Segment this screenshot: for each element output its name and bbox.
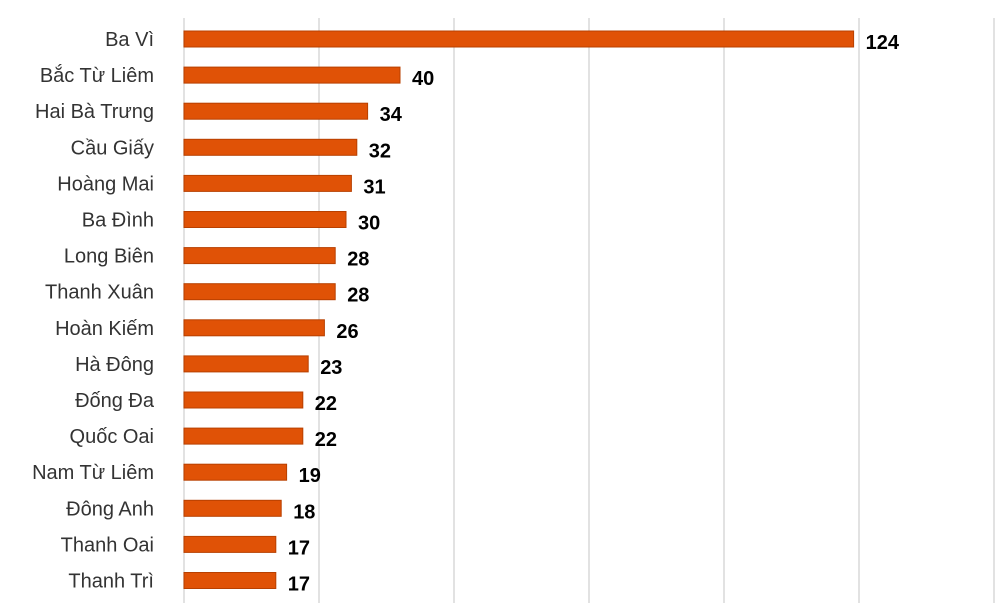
bar — [183, 572, 277, 589]
category-label: Hà Đông — [75, 354, 154, 376]
data-label: 19 — [299, 465, 321, 487]
bar — [183, 535, 277, 553]
bar — [183, 391, 304, 409]
data-label: 124 — [866, 32, 900, 54]
bar — [183, 66, 401, 84]
category-label: Thanh Oai — [61, 534, 154, 556]
category-label: Thanh Xuân — [45, 282, 154, 304]
category-label: Đống Đa — [75, 390, 155, 412]
bar — [183, 211, 347, 228]
data-label: 28 — [347, 285, 369, 307]
data-label: 17 — [288, 537, 310, 559]
data-label: 30 — [358, 213, 380, 235]
category-label: Ba Đình — [82, 210, 154, 232]
category-label: Quốc Oai — [70, 426, 154, 448]
bar — [183, 355, 309, 373]
bar — [183, 102, 369, 120]
category-label: Hoàn Kiếm — [55, 318, 154, 340]
bar — [183, 463, 288, 481]
category-label: Ba Vì — [105, 29, 154, 51]
bar — [183, 427, 304, 445]
bar — [183, 247, 336, 265]
data-label: 28 — [347, 249, 369, 271]
bar — [183, 319, 325, 337]
value-labels: 124 40 34 32 31 30 28 28 26 23 22 22 19 18 17 17 — [288, 32, 900, 596]
data-label: 31 — [363, 176, 385, 198]
data-label: 40 — [412, 68, 434, 90]
data-label: 23 — [320, 357, 342, 379]
category-label: Hoàng Mai — [57, 173, 154, 195]
bar — [183, 499, 282, 517]
category-label: Đông Anh — [66, 498, 154, 520]
data-label: 17 — [288, 574, 310, 596]
category-label: Nam Từ Liêm — [32, 462, 154, 484]
data-label: 26 — [336, 321, 358, 343]
bar — [183, 138, 358, 156]
data-label: 22 — [315, 393, 337, 415]
data-label: 34 — [380, 104, 403, 126]
data-label: 32 — [369, 140, 391, 162]
category-label: Long Biên — [64, 246, 154, 268]
category-label: Thanh Trì — [68, 571, 154, 593]
data-label: 18 — [293, 501, 315, 523]
category-label: Hai Bà Trưng — [35, 101, 154, 123]
category-labels: Ba Vì Bắc Từ Liêm Hai Bà Trưng Cầu Giấy Hoàn… — [32, 29, 155, 593]
category-label: Bắc Từ Liêm — [40, 64, 154, 87]
bar — [183, 174, 352, 192]
bars — [183, 30, 855, 589]
category-label: Cầu Giấy — [71, 137, 154, 159]
bar — [183, 283, 336, 301]
data-label: 22 — [315, 429, 337, 451]
bar — [183, 30, 855, 48]
